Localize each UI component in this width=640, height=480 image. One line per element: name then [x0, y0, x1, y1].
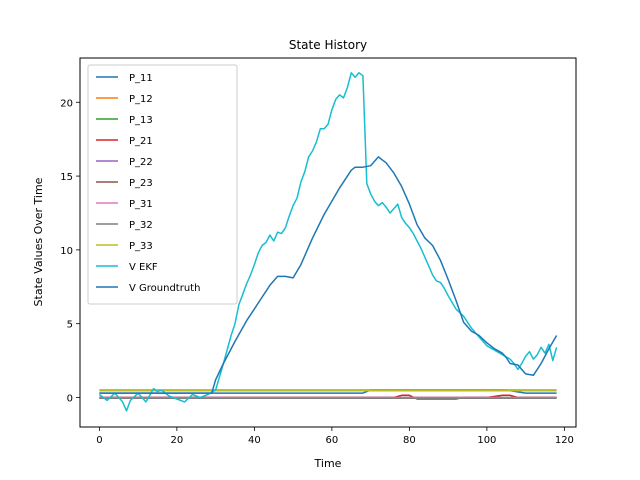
y-tick-label: 15: [60, 172, 73, 183]
legend-label: P_12: [129, 94, 153, 105]
x-tick-label: 120: [555, 435, 574, 446]
y-tick-label: 0: [67, 393, 73, 404]
y-tick-label: 20: [60, 98, 73, 109]
legend-label: P_31: [129, 199, 153, 210]
x-tick-label: 100: [477, 435, 496, 446]
y-tick-label: 10: [60, 246, 73, 257]
y-tick-label: 5: [67, 320, 73, 331]
plot-area: [98, 72, 558, 412]
legend-label: V Groundtruth: [129, 283, 200, 294]
legend: P_11 P_12 P_13 P_21 P_22 P_23 P_31 P_32 P_33 V EK…: [87, 64, 238, 305]
x-tick-label: 20: [171, 435, 184, 446]
legend-box: [87, 64, 238, 305]
x-axis-label: Time: [314, 457, 342, 470]
y-axis: 0 5 10 15 20: [60, 98, 80, 404]
chart-title: State History: [289, 38, 367, 52]
legend-label: P_22: [129, 157, 153, 168]
series-line-v-groundtruth: [99, 156, 558, 394]
x-tick-label: 80: [403, 435, 416, 446]
legend-label: P_13: [129, 115, 153, 126]
series-layer: [98, 72, 558, 412]
legend-label: P_21: [129, 136, 153, 147]
x-tick-label: 0: [96, 435, 102, 446]
x-axis: 0 20 40 60 80 100 120: [96, 427, 574, 446]
legend-label: P_33: [129, 241, 153, 252]
legend-label: P_23: [129, 178, 153, 189]
series-line-v-ekf: [98, 72, 558, 412]
x-tick-label: 60: [326, 435, 339, 446]
legend-label: V EKF: [129, 262, 158, 273]
y-axis-label: State Values Over Time: [32, 177, 45, 306]
legend-label: P_32: [129, 220, 153, 231]
x-tick-label: 40: [248, 435, 261, 446]
plot-frame: [79, 57, 577, 428]
legend-label: P_11: [129, 73, 153, 84]
